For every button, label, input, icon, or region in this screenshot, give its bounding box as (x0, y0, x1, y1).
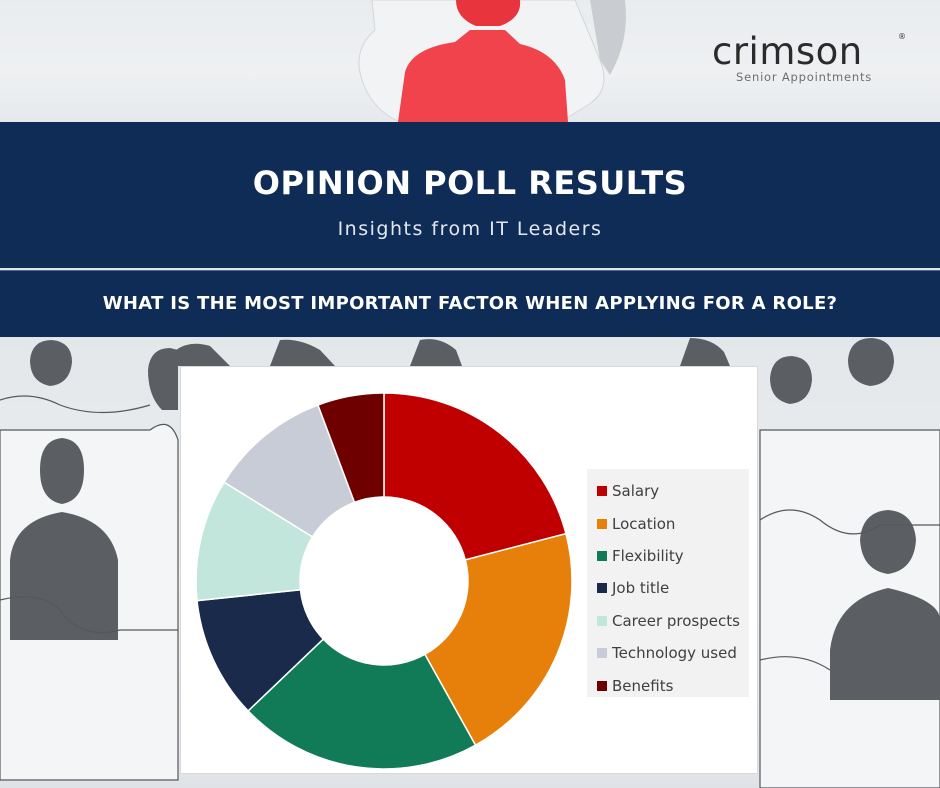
legend-swatch (597, 615, 607, 626)
legend-label: Location (612, 514, 676, 533)
right-figure-3-head (848, 338, 894, 386)
poll-question: WHAT IS THE MOST IMPORTANT FACTOR WHEN A… (102, 293, 838, 314)
legend-swatch (597, 486, 607, 497)
right-figure-body (830, 588, 940, 700)
top-left-piece-dark (176, 343, 230, 366)
page-subtitle: Insights from IT Leaders (337, 218, 603, 240)
legend-item: Location (597, 507, 749, 539)
title-banner: OPINION POLL RESULTS Insights from IT Le… (0, 122, 940, 268)
left-figure-2-head (148, 348, 178, 410)
question-bar: WHAT IS THE MOST IMPORTANT FACTOR WHEN A… (0, 270, 940, 337)
top-puzzle-shadow (590, 0, 626, 75)
top-red-figure (398, 30, 568, 122)
legend-swatch (597, 680, 607, 691)
donut-slice-flexibility (247, 637, 477, 770)
top-red-head (456, 0, 521, 26)
legend-item: Job title (597, 572, 749, 604)
legend-label: Flexibility (612, 546, 684, 565)
logo-registered-mark: ® (898, 32, 906, 41)
legend-item: Flexibility (597, 540, 749, 572)
legend-label: Career prospects (612, 611, 740, 630)
donut-slice-location (423, 532, 573, 747)
legend-item: Salary (597, 475, 749, 507)
crimson-logo: crimson ® Senior Appointments (712, 30, 906, 90)
page-title: OPINION POLL RESULTS (252, 164, 688, 202)
legend-swatch (597, 648, 607, 659)
right-figure-2-head (770, 356, 812, 404)
top-mid2-piece-dark (410, 339, 462, 366)
donut-chart (195, 392, 573, 770)
logo-tagline: Senior Appointments (736, 70, 873, 84)
left-figure-3-head (30, 340, 72, 386)
legend-label: Benefits (612, 676, 674, 695)
legend-label: Salary (612, 482, 660, 501)
donut-slice-benefits (316, 392, 385, 504)
left-figure-body (10, 512, 118, 640)
right-figure-head (860, 510, 916, 574)
legend-swatch (597, 518, 607, 529)
legend-item: Benefits (597, 669, 749, 701)
chart-card: Salary Location Flexibility Job title Career… (180, 366, 758, 774)
legend-swatch (597, 550, 607, 561)
chart-legend: Salary Location Flexibility Job title Career… (587, 469, 749, 697)
donut-slice-salary (383, 392, 567, 561)
legend-swatch (597, 583, 607, 594)
legend-label: Technology used (612, 644, 737, 663)
legend-item: Career prospects (597, 605, 749, 637)
left-figure-head (40, 438, 84, 504)
legend-item: Technology used (597, 637, 749, 669)
logo-wordmark: crimson (712, 30, 863, 73)
top-right-piece-dark (680, 338, 730, 366)
top-mid-piece-dark (270, 339, 335, 366)
legend-label: Job title (612, 579, 670, 598)
